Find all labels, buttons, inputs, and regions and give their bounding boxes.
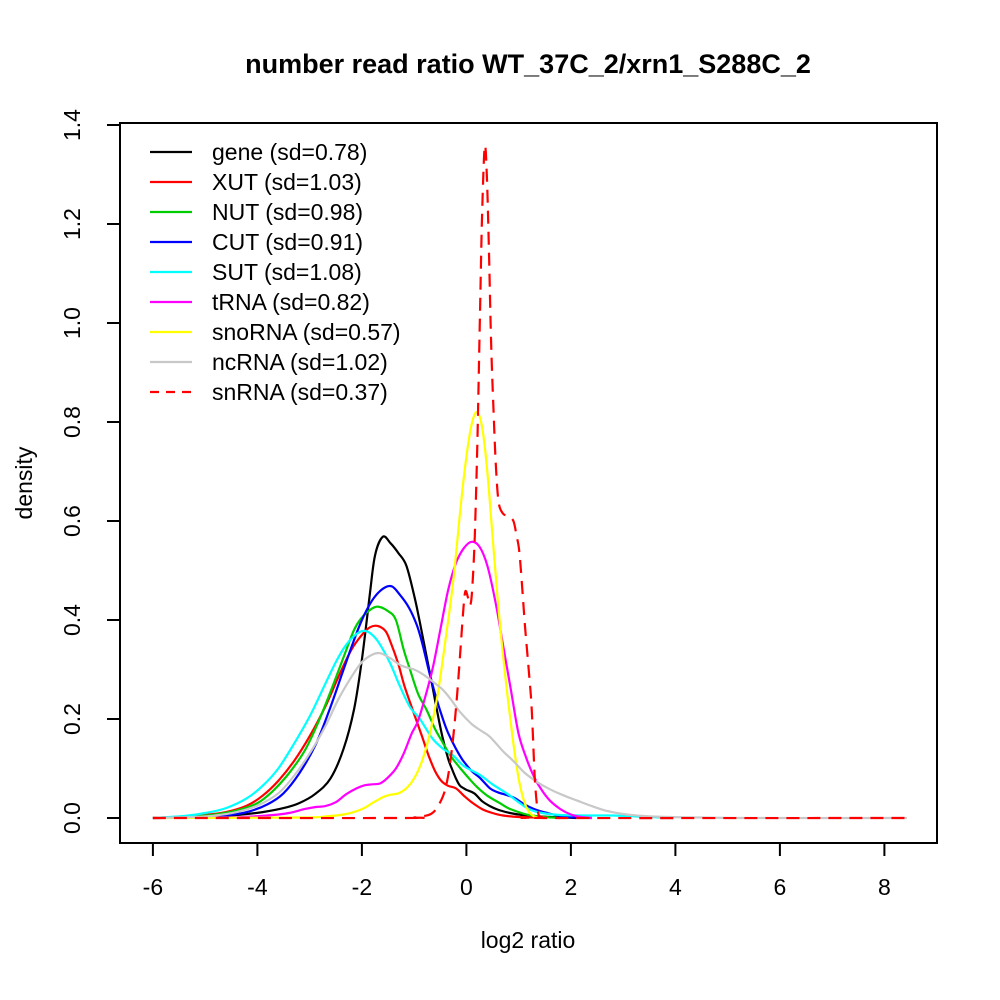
legend-label-tRNA: tRNA (sd=0.82) xyxy=(212,289,370,315)
x-tick-label: -4 xyxy=(247,874,268,900)
y-axis-label: density xyxy=(11,446,37,519)
legend-label-NUT: NUT (sd=0.98) xyxy=(212,199,363,225)
x-tick-label: -2 xyxy=(352,874,372,900)
chart-title: number read ratio WT_37C_2/xrn1_S288C_2 xyxy=(245,49,811,79)
curve-SUT xyxy=(152,629,673,820)
x-axis: -6 -4 -2 0 2 4 6 8 xyxy=(143,843,891,900)
curve-gene xyxy=(152,535,577,820)
legend-label-gene: gene (sd=0.78) xyxy=(212,139,367,165)
curve-XUT xyxy=(152,624,545,820)
y-tick-label: 0.2 xyxy=(59,703,85,735)
y-tick-label: 0.4 xyxy=(59,604,85,636)
x-axis-label: log2 ratio xyxy=(481,927,576,953)
x-tick-label: 4 xyxy=(669,874,682,900)
x-tick-label: 2 xyxy=(565,874,578,900)
legend: gene (sd=0.78) XUT (sd=1.03) NUT (sd=0.98)… xyxy=(150,139,401,405)
curves xyxy=(152,144,907,820)
curve-NUT xyxy=(152,605,561,820)
plot-box xyxy=(119,122,938,844)
curve-snoRNA xyxy=(152,411,540,820)
legend-label-snoRNA: snoRNA (sd=0.57) xyxy=(212,319,401,345)
x-tick-label: 6 xyxy=(774,874,787,900)
legend-label-SUT: SUT (sd=1.08) xyxy=(212,259,362,285)
legend-label-CUT: CUT (sd=0.91) xyxy=(212,229,363,255)
x-tick-label: -6 xyxy=(143,874,163,900)
y-tick-label: 0.0 xyxy=(59,802,85,834)
legend-label-snRNA: snRNA (sd=0.37) xyxy=(212,379,388,405)
y-tick-label: 0.6 xyxy=(59,505,85,537)
legend-label-ncRNA: ncRNA (sd=1.02) xyxy=(212,349,388,375)
x-tick-label: 8 xyxy=(878,874,891,900)
y-tick-label: 1.0 xyxy=(59,307,85,339)
x-tick-label: 0 xyxy=(460,874,473,900)
legend-label-XUT: XUT (sd=1.03) xyxy=(212,169,362,195)
y-tick-label: 1.2 xyxy=(59,208,85,240)
curve-ncRNA xyxy=(152,651,907,820)
y-tick-label: 1.4 xyxy=(59,109,85,141)
y-tick-label: 0.8 xyxy=(59,406,85,438)
curve-snRNA xyxy=(152,144,907,820)
curve-tRNA xyxy=(152,540,592,820)
y-axis: 0.0 0.2 0.4 0.6 0.8 1.0 1.2 1.4 xyxy=(59,109,120,834)
